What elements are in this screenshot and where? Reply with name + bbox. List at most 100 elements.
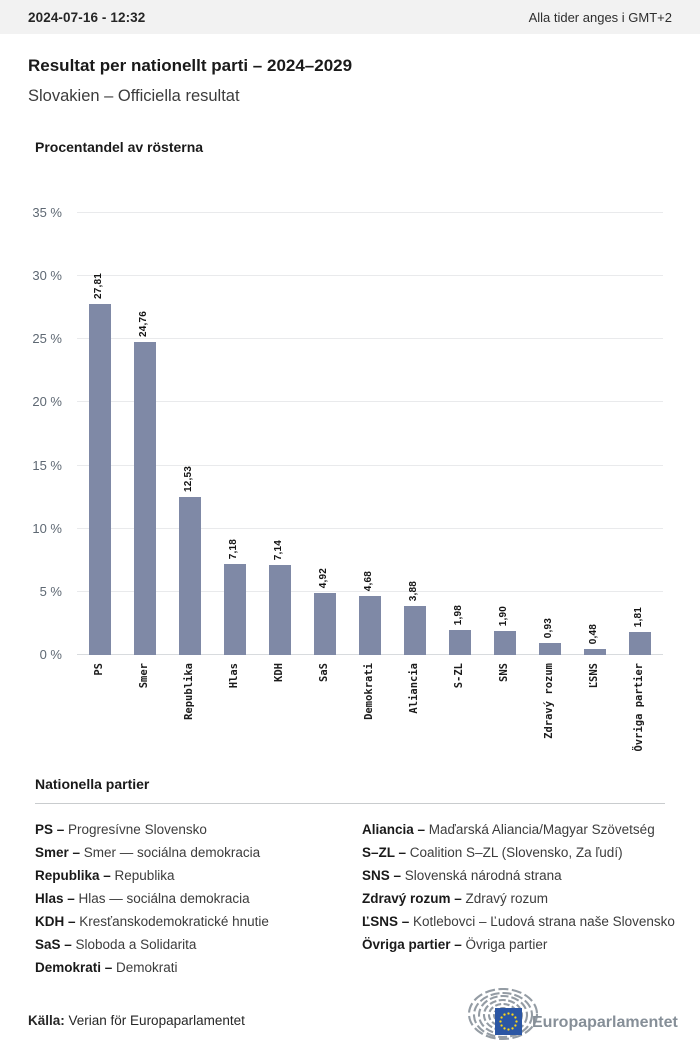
bar <box>584 648 607 655</box>
legend-columns: PS – Progresívne Slovensko Smer – Smer — … <box>35 818 675 979</box>
europaparlamentet-logo: Europaparlamentet <box>467 988 678 1041</box>
legend-item: Zdravý rozum – Zdravý rozum <box>362 887 665 910</box>
chart-title: Procentandel av rösterna <box>35 139 204 155</box>
x-tick-label: Hlas <box>227 663 240 689</box>
y-tick-label: 30 % <box>32 268 62 284</box>
source-note: Källa: Verian för Europaparlamentet <box>28 1013 245 1028</box>
legend-divider <box>35 803 665 804</box>
bar <box>359 595 381 655</box>
y-tick-label: 35 % <box>32 205 62 220</box>
bar <box>178 496 201 655</box>
x-tick-label: Republika <box>182 663 195 720</box>
party-name: Coalition S–ZL (Slovensko, Za ľudí) <box>409 845 623 860</box>
x-tick-label: S-ZL <box>453 663 466 689</box>
logo-text: Europaparlamentet <box>532 1014 678 1031</box>
party-legend: Nationella partier PS – Progresívne Slov… <box>35 776 675 979</box>
page-title: Resultat per nationellt parti – 2024–202… <box>28 56 353 75</box>
y-tick-label: 0 % <box>39 647 62 662</box>
bar-value-label: 4,68 <box>363 570 374 591</box>
party-name: Övriga partier <box>465 937 548 952</box>
party-abbr: Aliancia – <box>362 822 429 837</box>
party-abbr: Smer – <box>35 845 84 860</box>
party-name: Maďarská Aliancia/Magyar Szövetség <box>428 822 655 837</box>
y-tick-label: 20 % <box>32 394 62 410</box>
legend-heading: Nationella partier <box>35 776 150 792</box>
party-abbr: S–ZL – <box>362 845 410 860</box>
bar-value-label: 1,81 <box>633 606 645 628</box>
legend-item: Aliancia – Maďarská Aliancia/Magyar Szöv… <box>362 818 665 841</box>
bar-value-label: 0,93 <box>543 618 555 639</box>
bar-value-label: 7,14 <box>272 539 284 560</box>
top-bar: 2024-07-16 - 12:32 Alla tider anges i GM… <box>0 0 700 34</box>
party-abbr: KDH – <box>35 914 80 929</box>
bar <box>449 630 472 655</box>
bar-value-label: 7,18 <box>227 539 239 560</box>
bar <box>313 592 336 655</box>
y-tick-label: 15 % <box>32 457 62 473</box>
legend-item: ĽSNS – Kotlebovci – Ľudová strana naše S… <box>362 910 675 933</box>
x-tick-label: PS <box>92 663 105 676</box>
gridline <box>77 464 663 466</box>
party-name: Slovenská národná strana <box>404 868 562 883</box>
x-tick-label: Övriga partier <box>633 663 646 752</box>
page-subtitle: Slovakien – Officiella resultat <box>28 87 240 105</box>
party-name: Republika <box>114 868 175 883</box>
bar <box>88 303 111 655</box>
legend-item: PS – Progresívne Slovensko <box>35 818 362 841</box>
bar-value-label: 24,76 <box>137 311 149 338</box>
bar-value-label: 3,88 <box>408 580 420 602</box>
party-abbr: Zdravý rozum – <box>362 891 466 906</box>
legend-column: Aliancia – Maďarská Aliancia/Magyar Szöv… <box>362 818 675 979</box>
party-name: Kresťanskodemokratické hnutie <box>79 914 269 929</box>
party-name: Sloboda a Solidarita <box>75 937 197 952</box>
party-abbr: ĽSNS – <box>362 914 414 929</box>
legend-item: Smer – Smer — sociálna demokracia <box>35 841 362 864</box>
bar <box>223 564 246 655</box>
bar-value-label: 1,90 <box>498 605 510 627</box>
party-abbr: Övriga partier – <box>362 937 466 952</box>
legend-item: S–ZL – Coalition S–ZL (Slovensko, Za ľud… <box>362 841 665 864</box>
y-axis-labels: 0 % 5 % 10 % 15 % 20 % 25 % 30 % 35 % <box>0 205 62 662</box>
party-abbr: Republika – <box>35 868 115 883</box>
bar-value-label: 1,98 <box>453 604 465 625</box>
bar <box>404 606 427 655</box>
bar-chart-plot: 27,81 PS 24,76 Smer 12,53 Republika 7,18 Hlas 7,… <box>77 212 663 752</box>
x-tick-label: Zdravý rozum <box>543 663 556 739</box>
legend-item: Hlas – Hlas — sociálna demokracia <box>35 887 362 910</box>
party-abbr: SaS – <box>35 937 76 952</box>
bar-value-label: 4,92 <box>317 567 329 588</box>
bar <box>539 643 562 655</box>
gridline <box>77 338 663 340</box>
x-tick-label: Aliancia <box>408 663 421 714</box>
party-abbr: Hlas – <box>35 891 79 906</box>
party-abbr: Demokrati – <box>35 960 117 975</box>
party-abbr: PS – <box>35 822 69 837</box>
bar <box>494 631 517 655</box>
bar <box>133 342 156 655</box>
x-tick-label: SaS <box>317 663 330 682</box>
legend-item: Övriga partier – Övriga partier <box>362 933 665 956</box>
x-tick-label: SNS <box>498 663 511 682</box>
legend-column: PS – Progresívne Slovensko Smer – Smer — … <box>35 818 362 979</box>
gridline <box>77 590 663 592</box>
legend-item: Demokrati – Demokrati <box>35 956 362 979</box>
timezone-note: Alla tider anges i GMT+2 <box>528 9 672 25</box>
legend-item: SaS – Sloboda a Solidarita <box>35 933 362 956</box>
party-name: Progresívne Slovensko <box>68 822 207 837</box>
bar <box>268 564 291 655</box>
party-name: Smer — sociálna demokracia <box>83 845 261 860</box>
y-tick-label: 10 % <box>32 520 62 536</box>
timestamp: 2024-07-16 - 12:32 <box>28 9 146 25</box>
y-tick-label: 5 % <box>39 583 62 599</box>
bar-value-label: 27,81 <box>92 272 104 299</box>
bar-value-label: 0,48 <box>588 623 600 644</box>
source-label: Källa: <box>28 1013 65 1028</box>
gridline <box>77 527 663 529</box>
gridline <box>77 401 663 403</box>
source-text: Verian för Europaparlamentet <box>64 1013 245 1028</box>
party-abbr: SNS – <box>362 868 405 883</box>
party-name: Demokrati <box>116 960 178 975</box>
x-tick-label: Demokrati <box>363 663 375 720</box>
party-name: Hlas — sociálna demokracia <box>78 891 250 906</box>
gridline <box>77 212 663 213</box>
